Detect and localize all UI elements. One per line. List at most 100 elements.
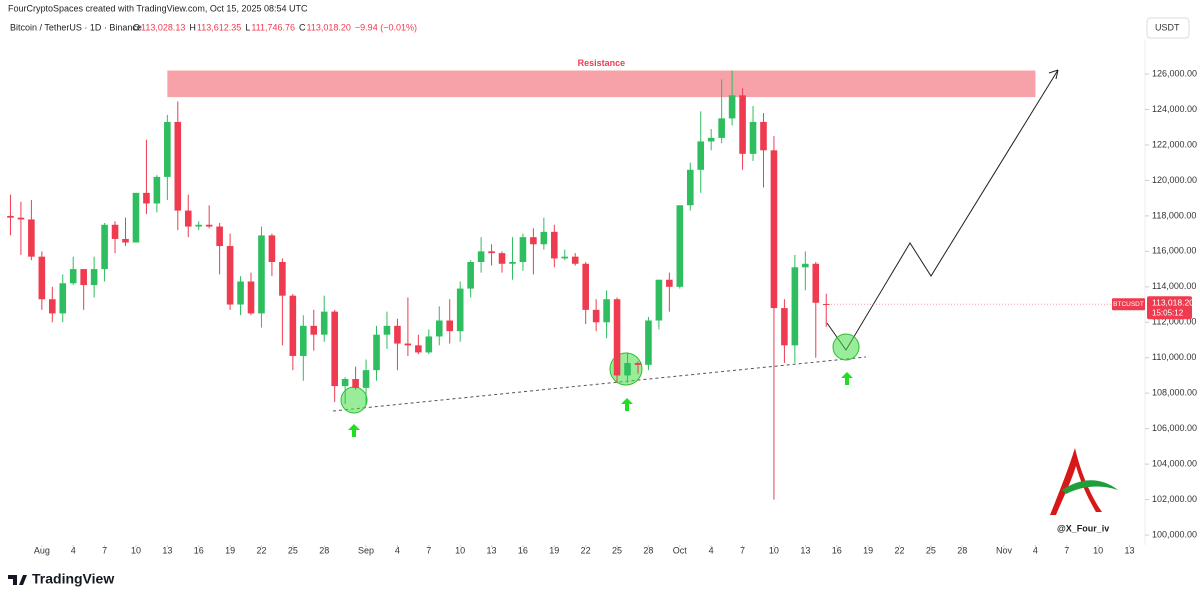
candle-body (592, 309, 600, 323)
candle-body (530, 237, 537, 245)
candle-body (174, 121, 182, 211)
y-tick-label: 120,000.00 (1152, 175, 1197, 185)
candle-body (48, 299, 56, 314)
x-tick-label: 28 (319, 545, 329, 555)
x-tick-label: 25 (288, 545, 298, 555)
candle-body (132, 192, 140, 243)
last-price-name-box (1112, 298, 1145, 311)
y-tick-label: 100,000.00 (1152, 529, 1197, 539)
candle-body (289, 295, 297, 356)
x-tick-label: 25 (926, 545, 936, 555)
last-price-box (1147, 296, 1192, 320)
x-tick-label: 10 (455, 545, 465, 555)
candle-body (781, 308, 788, 346)
currency-box (1146, 17, 1190, 39)
x-tick-label: 16 (194, 545, 204, 555)
x-tick-label: 19 (549, 545, 559, 555)
ohlc-letter: L (245, 22, 250, 32)
x-tick-label: 10 (131, 545, 141, 555)
candle-body (686, 169, 694, 206)
last-price-name: BTCUSDT (1113, 301, 1144, 308)
projection-arrowhead (1048, 69, 1059, 80)
ohlc-letter: C (299, 22, 306, 32)
last-price-label: 113,018.20 (1152, 297, 1194, 307)
x-tick-label: 7 (426, 545, 431, 555)
currency: USDT (1155, 22, 1180, 32)
candle-body (80, 269, 87, 286)
candle-body (603, 299, 610, 323)
candle-body (540, 231, 548, 245)
x-tick-label: 4 (71, 545, 76, 555)
candle-body (728, 95, 736, 119)
candle-body (17, 217, 25, 220)
candle-body (320, 311, 328, 335)
candle-body (383, 325, 391, 335)
x-tick-label: 22 (256, 545, 266, 555)
x-tick-label: 16 (518, 545, 528, 555)
candle-body (456, 288, 464, 332)
y-tick-label: 116,000.00 (1152, 246, 1196, 256)
x-tick-label: 16 (832, 545, 842, 555)
watermark-logo (1050, 448, 1102, 515)
candle-body (666, 279, 673, 287)
candle-body (760, 121, 767, 151)
x-tick-label: 13 (487, 545, 497, 555)
candle-body (195, 224, 203, 227)
y-tick-label: 118,000.00 (1152, 210, 1196, 220)
candle-body (352, 379, 359, 388)
x-tick-label: 28 (643, 545, 653, 555)
support-circle (832, 333, 860, 361)
support-line (332, 356, 867, 412)
candle-body (205, 224, 213, 227)
candle-body (38, 256, 46, 300)
candle-body (425, 336, 433, 353)
candle-body (551, 231, 558, 259)
candle-body (624, 363, 631, 376)
y-tick-label: 122,000.00 (1152, 139, 1197, 149)
candle-body (655, 279, 663, 321)
candle-body (153, 176, 161, 204)
up-arrow (348, 424, 360, 437)
candle-body (802, 263, 809, 268)
x-tick-label: Nov (996, 545, 1013, 555)
candle-body (69, 269, 77, 284)
candle-body (310, 325, 318, 335)
candle-body (613, 299, 621, 376)
x-tick-label: 19 (863, 545, 873, 555)
y-tick-label: 114,000.00 (1152, 281, 1196, 291)
candle-body (770, 150, 778, 309)
candle-body (143, 192, 150, 204)
up-arrow (621, 398, 633, 411)
y-tick-label: 104,000.00 (1152, 458, 1197, 468)
candle-body (446, 320, 454, 332)
candle-body (707, 137, 715, 142)
candle-body (488, 251, 495, 254)
candle-body (279, 261, 286, 296)
candle-body (216, 226, 223, 247)
credit: FourCryptoSpaces created with TradingVie… (8, 3, 308, 13)
x-tick-label: 4 (395, 545, 400, 555)
candle-body (498, 253, 506, 264)
candle-body (467, 261, 474, 289)
ohlc-value: 113,018.20 (307, 22, 351, 32)
x-tick-label: 13 (800, 545, 810, 555)
change: −9.94 (−0.01%) (355, 22, 417, 32)
ohlc-value: 111,746.76 (251, 22, 295, 32)
candle-body (184, 210, 192, 227)
candle-body (90, 269, 98, 286)
resistance-zone (167, 70, 1036, 98)
y-tick-label: 112,000.00 (1152, 317, 1196, 327)
candle-body (571, 256, 579, 264)
candle-body (341, 379, 349, 387)
candle-body (373, 334, 380, 371)
x-tick-label: 19 (225, 545, 235, 555)
y-tick-label: 106,000.00 (1152, 423, 1197, 433)
brand: TradingView (32, 571, 114, 587)
candle-body (226, 246, 234, 305)
candle-body (237, 281, 244, 305)
candle-body (509, 261, 516, 264)
candle-body (697, 141, 705, 170)
candle-body (394, 325, 401, 344)
candle-body (28, 219, 35, 257)
